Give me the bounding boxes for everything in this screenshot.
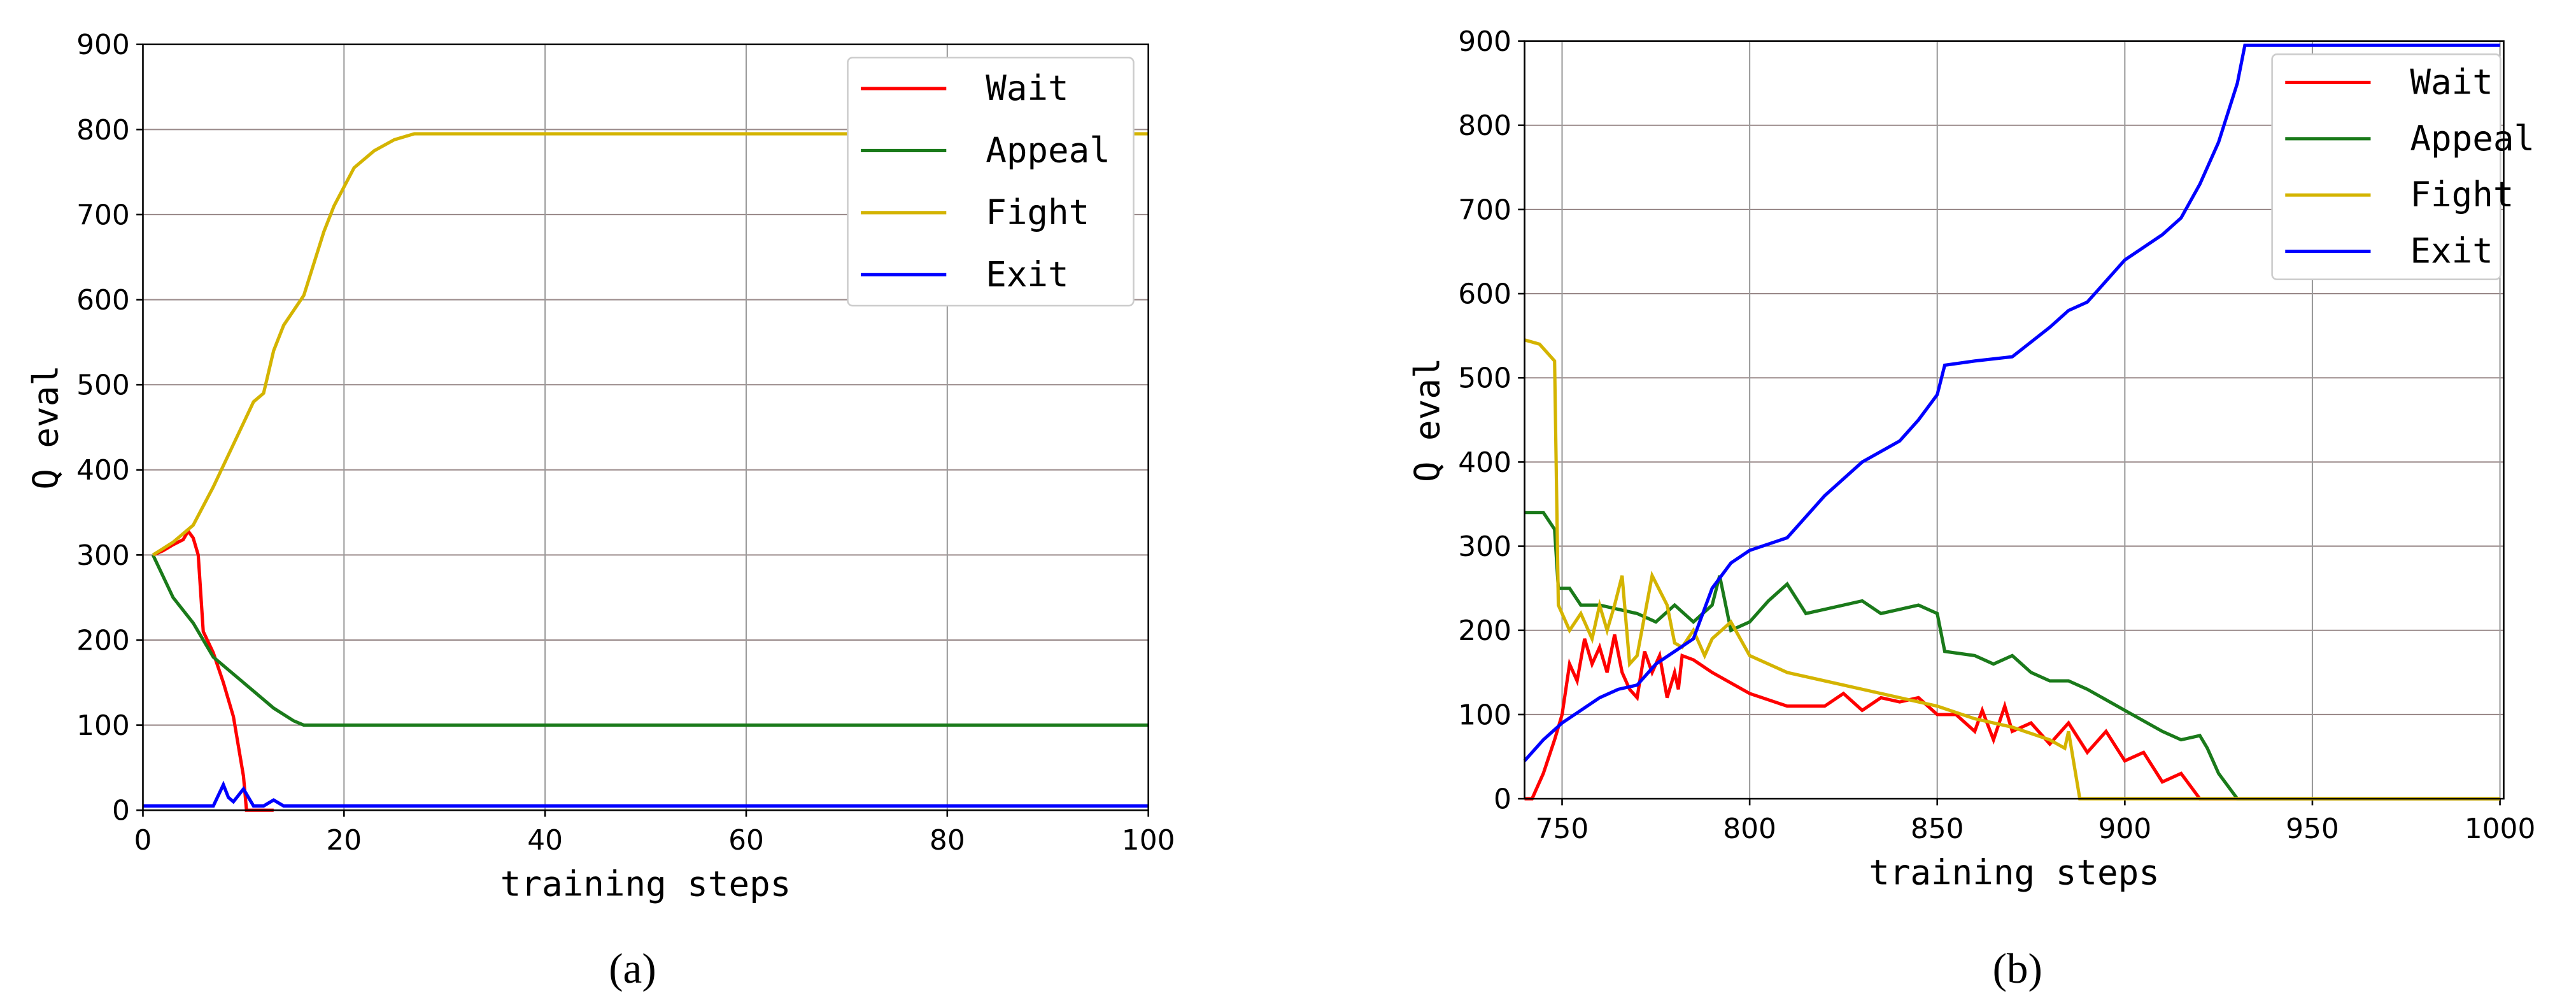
y-tick-label: 400 xyxy=(76,454,130,487)
series-line xyxy=(151,554,1149,727)
legend-label: Appeal xyxy=(2410,118,2535,159)
x-tick-label: 80 xyxy=(930,824,965,857)
y-tick-label: 200 xyxy=(1458,615,1511,647)
x-tick-label: 60 xyxy=(728,824,764,857)
y-axis-label: Q eval xyxy=(25,365,66,490)
y-tick-label: 500 xyxy=(1458,362,1511,395)
legend-label: Wait xyxy=(2410,62,2493,102)
panel-label: (b) xyxy=(1993,944,2042,992)
legend-label: Appeal xyxy=(986,131,1110,171)
y-tick-label: 500 xyxy=(76,369,130,402)
y-tick-label: 700 xyxy=(76,199,130,231)
plot-frame xyxy=(1524,40,2505,800)
legend-box xyxy=(2271,53,2502,281)
y-tick-label: 800 xyxy=(1458,110,1511,142)
x-tick-label: 750 xyxy=(1536,813,1589,845)
y-tick-label: 300 xyxy=(1458,531,1511,563)
x-tick-label: 950 xyxy=(2286,813,2339,845)
x-tick-label: 100 xyxy=(1122,824,1175,857)
y-tick-label: 400 xyxy=(1458,446,1511,479)
x-tick-label: 850 xyxy=(1911,813,1964,845)
y-tick-label: 600 xyxy=(76,284,130,317)
y-tick-label: 600 xyxy=(1458,278,1511,311)
y-tick-label: 0 xyxy=(112,795,130,827)
plot-frame xyxy=(142,43,1149,811)
legend-box xyxy=(847,57,1135,307)
x-tick-label: 1000 xyxy=(2465,813,2536,845)
x-tick-label: 0 xyxy=(134,824,152,857)
y-tick-label: 100 xyxy=(76,709,130,742)
panel-label: (a) xyxy=(609,944,656,992)
x-tick-label: 900 xyxy=(2098,813,2151,845)
y-tick-label: 700 xyxy=(1458,194,1511,226)
legend-label: Fight xyxy=(2410,175,2514,215)
y-tick-label: 300 xyxy=(76,539,130,572)
series-line xyxy=(152,528,274,812)
x-axis-label: training steps xyxy=(500,864,791,904)
y-tick-label: 0 xyxy=(1494,783,1511,816)
y-tick-label: 900 xyxy=(76,29,130,61)
x-tick-label: 800 xyxy=(1723,813,1776,845)
y-tick-label: 100 xyxy=(1458,699,1511,731)
y-tick-label: 200 xyxy=(76,624,130,657)
legend-label: Wait xyxy=(986,68,1068,108)
series-line xyxy=(152,132,1149,557)
x-tick-label: 40 xyxy=(527,824,563,857)
y-tick-label: 800 xyxy=(76,114,130,146)
series-line xyxy=(1523,43,2500,762)
y-axis-label: Q eval xyxy=(1407,357,1447,482)
series-line xyxy=(1524,338,2500,801)
series-line xyxy=(1524,634,2500,801)
legend-label: Fight xyxy=(986,192,1089,232)
x-tick-label: 20 xyxy=(326,824,362,857)
y-tick-label: 900 xyxy=(1458,25,1511,58)
series-line xyxy=(143,780,1149,808)
legend-label: Exit xyxy=(2410,231,2493,271)
legend-label: Exit xyxy=(986,254,1068,294)
x-axis-label: training steps xyxy=(1869,852,2160,892)
